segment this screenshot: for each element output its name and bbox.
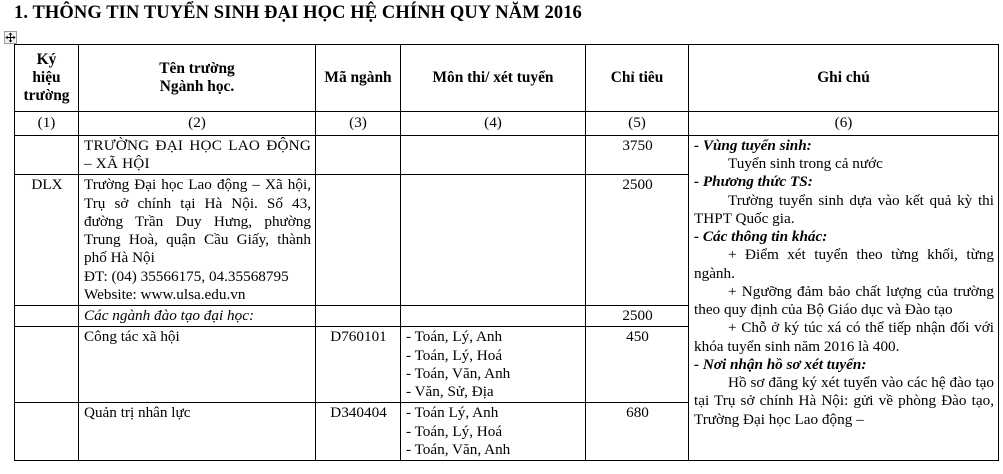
header-line: Tên trường: [159, 60, 235, 78]
subject-line: - Toán, Văn, Anh: [406, 364, 511, 382]
school-website-line: Website: www.ulsa.edu.vn: [84, 285, 246, 303]
notes-other-text-3: + Chỗ ở ký túc xá có thể tiếp nhận đối v…: [694, 319, 994, 355]
column-number: (1): [14, 111, 79, 136]
cell-major-code: [315, 134, 401, 176]
header-line: Ký: [36, 51, 57, 69]
school-address-line: Trường Đại học Lao động – Xã hội, Trụ sở…: [84, 176, 311, 267]
cell-exam-subjects: - Toán Lý, Anh - Toán, Lý, Hoá - Toán, V…: [400, 402, 586, 461]
notes-receive-label: - Nơi nhận hồ sơ xét tuyển:: [694, 355, 867, 373]
notes-region-text: Tuyển sinh trong cả nước: [728, 155, 883, 173]
cell-quota: 3750: [585, 134, 689, 176]
subject-line: - Văn, Sử, Địa: [406, 383, 494, 401]
cell-notes: - Vùng tuyển sinh: Tuyển sinh trong cả n…: [688, 135, 999, 461]
notes-method-label: - Phương thức TS:: [694, 173, 813, 191]
header-line: Ngành học.: [159, 78, 235, 95]
notes-other-text-1: + Điểm xét tuyển theo từng khối, từng ng…: [694, 246, 994, 282]
cell-school-symbol: [14, 402, 79, 461]
notes-region-label: - Vùng tuyển sinh:: [694, 137, 812, 154]
cell-exam-subjects: [400, 305, 586, 328]
header-major-code: Mã ngành: [315, 44, 401, 112]
table-move-handle-icon[interactable]: [4, 31, 17, 44]
notes-other-text-2: + Ngưỡng đảm bảo chất lượng của trường t…: [694, 282, 994, 319]
notes-receive-text: Hồ sơ đăng ký xét tuyển vào các hệ đào t…: [694, 374, 994, 428]
table-row-section: Các ngành đào tạo đại học: 2500: [14, 305, 999, 328]
subject-line: - Toán, Lý, Hoá: [406, 346, 503, 364]
header-line: Môn thi/ xét tuyển: [432, 69, 554, 87]
subject-line: - Toán Lý, Anh: [406, 404, 499, 422]
cell-school-symbol: DLX: [14, 174, 79, 307]
cell-school-symbol: [14, 134, 79, 176]
cell-quota: 680: [585, 402, 689, 461]
header-line: trường: [23, 86, 70, 104]
admissions-table: Ký hiệu trường Tên trường Ngành học. Mã …: [14, 44, 999, 461]
cell-quota: 2500: [585, 174, 689, 307]
cell-quota: 2500: [585, 305, 689, 328]
subject-line: - Toán, Lý, Hoá: [406, 422, 503, 440]
table-row: Quản trị nhân lực D340404 - Toán Lý, Anh…: [14, 402, 999, 461]
cell-exam-subjects: [400, 174, 586, 307]
header-line: hiệu: [32, 69, 61, 87]
cell-school-symbol: [14, 326, 79, 404]
school-phone-line: ĐT: (04) 35566175, 04.35568795: [84, 267, 289, 285]
cell-school-symbol: [14, 305, 79, 328]
header-school-symbol: Ký hiệu trường: [14, 44, 79, 112]
header-notes: Ghi chú: [688, 44, 999, 112]
cell-major-name: Quản trị nhân lực: [78, 402, 316, 461]
cell-major-code: D760101: [315, 326, 401, 404]
notes-method-text: Trường tuyển sinh dựa vào kết quả kỳ thi…: [694, 191, 994, 227]
header-line: Chỉ tiêu: [610, 69, 664, 87]
cell-section-label: Các ngành đào tạo đại học:: [78, 305, 316, 328]
column-number: (4): [400, 111, 586, 136]
cell-school-title: TRƯỜNG ĐẠI HỌC LAO ĐỘNG – XÃ HỘI: [78, 134, 316, 176]
header-line: Ghi chú: [817, 69, 870, 87]
table-column-number-row: (1) (2) (3) (4) (5) (6): [14, 111, 999, 136]
subject-line: - Toán, Lý, Anh: [406, 328, 503, 346]
column-number: (3): [315, 111, 401, 136]
cell-major-code: [315, 305, 401, 328]
cell-major-name: Công tác xã hội: [78, 326, 316, 404]
cell-school-address: Trường Đại học Lao động – Xã hội, Trụ sở…: [78, 174, 316, 307]
header-quota: Chỉ tiêu: [585, 44, 689, 112]
subject-line: - Toán, Văn, Anh: [406, 440, 511, 458]
cell-exam-subjects: - Toán, Lý, Anh - Toán, Lý, Hoá - Toán, …: [400, 326, 586, 404]
column-number: (2): [78, 111, 316, 136]
cell-major-code: D340404: [315, 402, 401, 461]
header-school-name: Tên trường Ngành học.: [78, 44, 316, 112]
cell-quota: 450: [585, 326, 689, 404]
notes-other-label: - Các thông tin khác:: [694, 228, 828, 246]
cell-exam-subjects: [400, 134, 586, 176]
table-row: Công tác xã hội D760101 - Toán, Lý, Anh …: [14, 326, 999, 404]
page-title: 1. THÔNG TIN TUYỂN SINH ĐẠI HỌC HỆ CHÍNH…: [14, 3, 582, 23]
column-number: (6): [688, 111, 999, 136]
cell-major-code: [315, 174, 401, 307]
column-number: (5): [585, 111, 689, 136]
table-row-school-detail: DLX Trường Đại học Lao động – Xã hội, Tr…: [14, 174, 999, 307]
table-row-school-title: TRƯỜNG ĐẠI HỌC LAO ĐỘNG – XÃ HỘI 3750 - …: [14, 134, 999, 461]
table-header-row: Ký hiệu trường Tên trường Ngành học. Mã …: [14, 44, 999, 112]
header-line: Mã ngành: [324, 69, 392, 87]
header-exam-subjects: Môn thi/ xét tuyển: [400, 44, 586, 112]
